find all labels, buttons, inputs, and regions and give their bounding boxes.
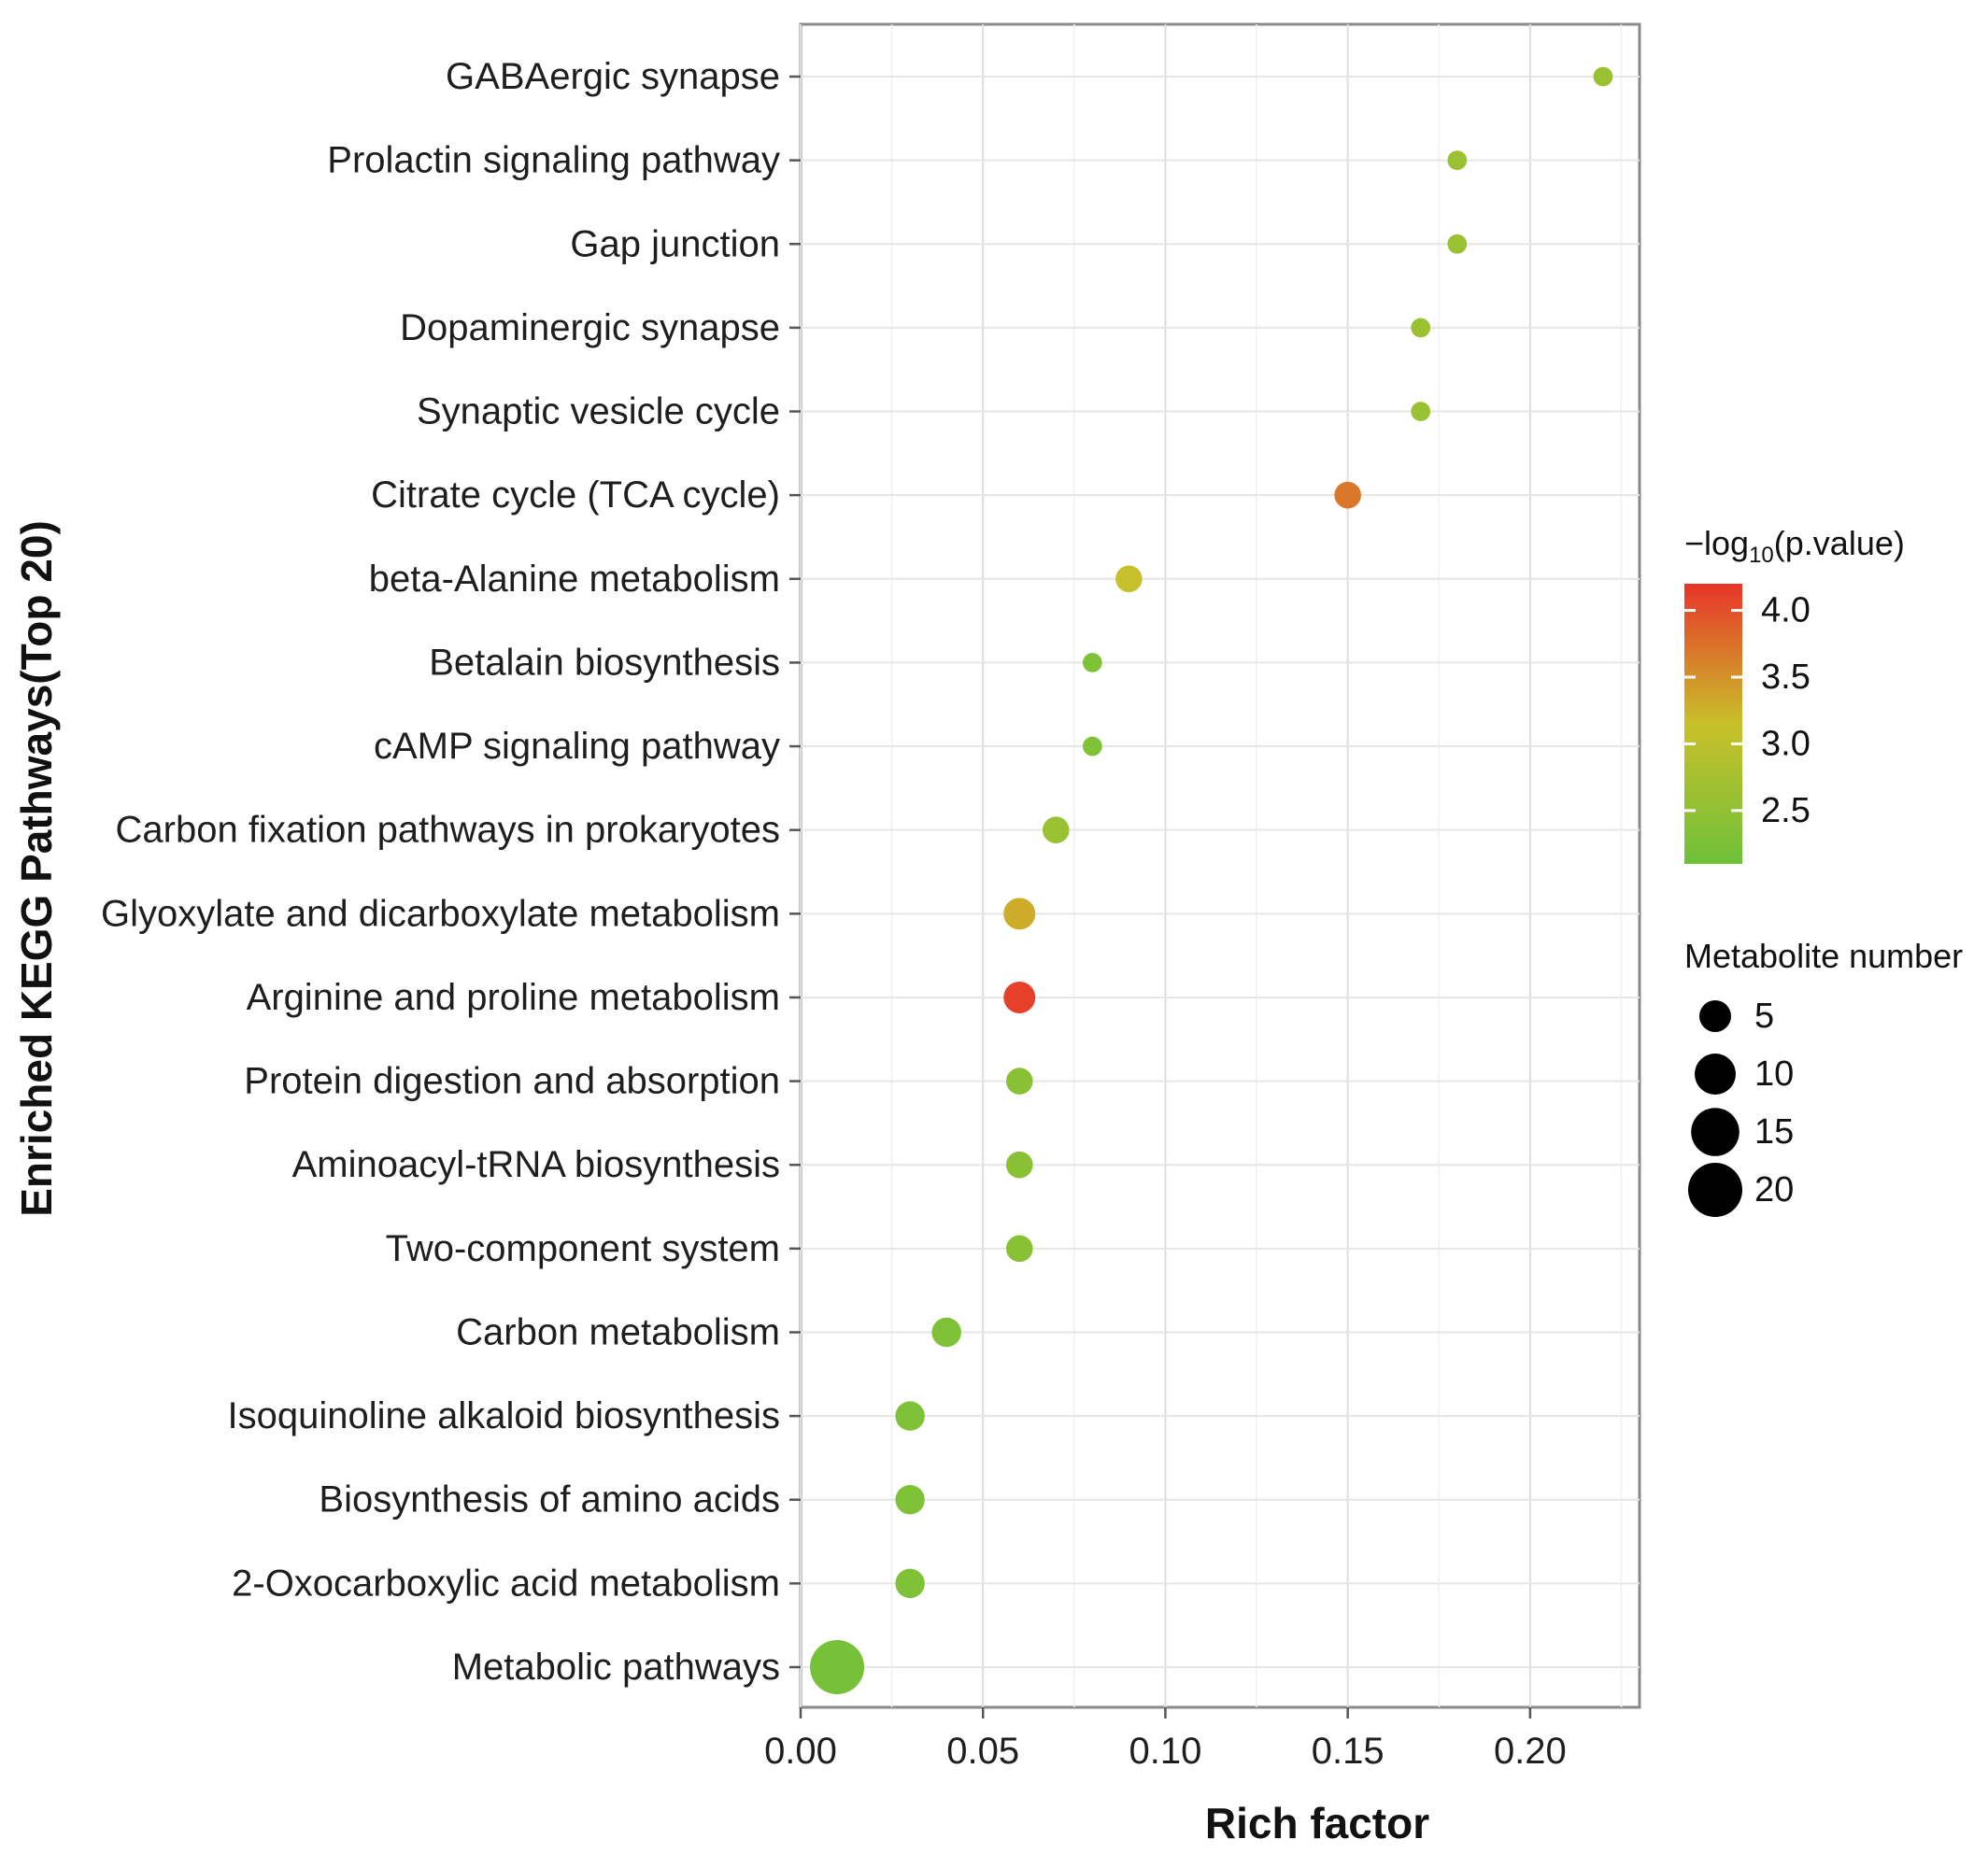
data-point xyxy=(1447,233,1468,254)
x-tick-label: 0.15 xyxy=(1312,1731,1384,1772)
color-legend: −log10(p.value) 4.0 3.5 3.0 2.5 xyxy=(1684,524,1905,864)
x-tick-label: 0.20 xyxy=(1494,1731,1567,1772)
color-legend-tick-label: 3.0 xyxy=(1761,724,1810,763)
color-legend-title: −log10(p.value) xyxy=(1684,524,1905,568)
size-legend-marker xyxy=(1688,1163,1742,1217)
color-legend-tick-label: 3.5 xyxy=(1761,658,1810,697)
category-label: Dopaminergic synapse xyxy=(400,307,780,348)
data-point xyxy=(1043,816,1070,843)
data-point xyxy=(1447,150,1468,170)
color-legend-title-prefix: −log xyxy=(1684,524,1749,562)
category-label: Glyoxylate and dicarboxylate metabolism xyxy=(101,893,780,934)
data-points xyxy=(810,66,1613,1694)
y-axis-title: Enriched KEGG Pathways(Top 20) xyxy=(12,520,61,1217)
color-legend-title-sub: 10 xyxy=(1749,543,1774,568)
size-legend-label: 10 xyxy=(1754,1054,1794,1094)
size-legend-label: 20 xyxy=(1754,1170,1794,1209)
data-point xyxy=(1005,1068,1033,1095)
size-legend-marker xyxy=(1699,1000,1731,1032)
data-point xyxy=(895,1401,925,1431)
color-legend-ticks: 4.0 3.5 3.0 2.5 xyxy=(1684,591,1810,830)
color-legend-title-suffix: (p.value) xyxy=(1774,524,1905,562)
data-point xyxy=(1593,66,1613,87)
y-axis-ticks xyxy=(789,75,801,1669)
size-legend-label: 15 xyxy=(1754,1112,1794,1152)
data-point xyxy=(1005,1151,1033,1179)
category-label: Carbon metabolism xyxy=(456,1311,780,1352)
color-legend-bar xyxy=(1684,584,1742,864)
category-label: cAMP signaling pathway xyxy=(374,726,780,767)
category-label: GABAergic synapse xyxy=(446,56,780,97)
category-label: 2-Oxocarboxylic acid metabolism xyxy=(232,1563,780,1604)
size-legend-title: Metabolite number xyxy=(1684,937,1963,975)
grid-lines xyxy=(800,24,1640,1707)
data-point xyxy=(1005,1235,1033,1263)
data-point xyxy=(810,1640,865,1694)
color-legend-tick-label: 4.0 xyxy=(1761,591,1810,630)
x-axis-ticks: 0.00 0.05 0.10 0.15 0.20 xyxy=(764,1707,1567,1772)
data-point xyxy=(1003,981,1036,1013)
data-point xyxy=(931,1317,961,1348)
data-point xyxy=(1115,565,1143,593)
category-label: Citrate cycle (TCA cycle) xyxy=(371,474,780,516)
category-label: Aminoacyl-tRNA biosynthesis xyxy=(292,1144,780,1185)
category-label: Gap junction xyxy=(570,223,780,264)
category-label: beta-Alanine metabolism xyxy=(369,559,780,600)
category-label: Two-component system xyxy=(386,1228,780,1269)
category-label: Isoquinoline alkaloid biosynthesis xyxy=(228,1395,780,1436)
size-legend-marker xyxy=(1691,1108,1740,1156)
x-tick-label: 0.05 xyxy=(946,1731,1019,1772)
data-point xyxy=(1082,653,1102,672)
data-point xyxy=(1411,318,1431,338)
category-label: Prolactin signaling pathway xyxy=(327,140,780,181)
plot-panel xyxy=(799,22,1641,1709)
size-legend-items: 5 10 15 20 xyxy=(1688,997,1794,1217)
category-label: Carbon fixation pathways in prokaryotes xyxy=(116,810,780,851)
x-tick-label: 0.10 xyxy=(1129,1731,1202,1772)
data-point xyxy=(1082,736,1102,757)
category-label: Synaptic vesicle cycle xyxy=(417,391,780,432)
x-tick-label: 0.00 xyxy=(764,1731,837,1772)
data-point xyxy=(1334,481,1361,509)
size-legend: Metabolite number 5 10 15 20 xyxy=(1684,937,1963,1217)
x-axis-title: Rich factor xyxy=(1205,1799,1429,1847)
data-point xyxy=(1411,402,1431,421)
category-labels: GABAergic synapse Prolactin signaling pat… xyxy=(101,56,780,1688)
category-label: Metabolic pathways xyxy=(452,1647,780,1688)
category-label: Betalain biosynthesis xyxy=(429,642,780,683)
data-point xyxy=(895,1485,925,1515)
color-legend-tick-label: 2.5 xyxy=(1761,791,1810,830)
data-point xyxy=(1003,898,1036,930)
data-point xyxy=(895,1568,925,1599)
category-label: Protein digestion and absorption xyxy=(244,1061,780,1102)
category-label: Biosynthesis of amino acids xyxy=(319,1479,780,1521)
size-legend-label: 5 xyxy=(1754,997,1774,1036)
category-label: Arginine and proline metabolism xyxy=(247,977,780,1018)
size-legend-marker xyxy=(1695,1054,1736,1095)
